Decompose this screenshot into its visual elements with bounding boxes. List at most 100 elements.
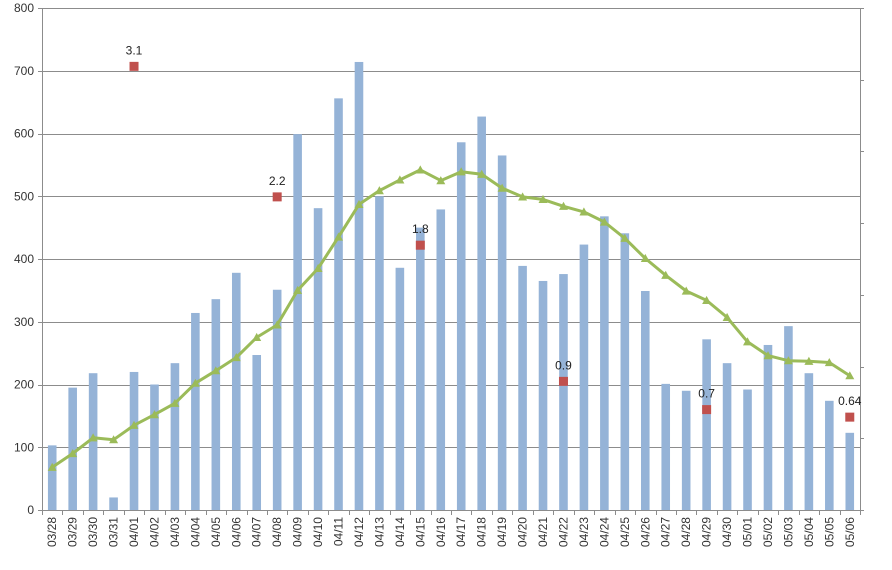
bar	[313, 208, 323, 511]
bar	[293, 134, 302, 510]
x-tick-label: 04/27	[659, 517, 673, 547]
data-label: 2.2	[269, 174, 286, 188]
bar	[436, 209, 446, 511]
line-point-marker	[620, 233, 630, 242]
x-tick-label: 04/17	[454, 517, 468, 547]
line-point-marker	[640, 253, 650, 262]
bar	[170, 363, 180, 510]
line-point-marker	[763, 351, 773, 360]
line-point-marker	[374, 186, 384, 195]
line-point-marker	[170, 398, 180, 407]
line-point-marker	[109, 435, 119, 444]
bar	[702, 339, 711, 510]
scatter-point	[129, 61, 139, 71]
scatter-point	[415, 240, 425, 250]
bar	[231, 272, 241, 510]
bar	[681, 390, 691, 510]
bar	[252, 355, 262, 510]
data-label: 0.64	[838, 394, 862, 408]
bar	[784, 326, 793, 510]
x-tick-label: 04/12	[352, 517, 366, 547]
line-point-marker	[681, 286, 691, 295]
bar	[416, 227, 425, 510]
data-label: 3.1	[126, 43, 143, 57]
y-tick-label: 400	[14, 252, 34, 266]
line-point-marker	[599, 217, 609, 226]
x-tick-label: 04/11	[332, 517, 346, 546]
bar	[47, 445, 57, 510]
bar	[191, 312, 200, 510]
bar	[497, 155, 507, 510]
bar	[620, 233, 630, 510]
line-point-marker	[334, 232, 343, 241]
line-point-marker	[231, 353, 241, 362]
line-point-marker	[395, 175, 405, 184]
y-tick-label: 700	[14, 64, 34, 78]
line-point-marker	[538, 194, 548, 203]
x-tick-label: 04/26	[638, 517, 652, 547]
bar	[334, 98, 343, 511]
line-point-marker	[845, 371, 855, 380]
bar	[804, 373, 814, 510]
x-tick-label: 05/06	[843, 517, 857, 547]
line-series	[47, 165, 855, 471]
y-tick-label: 800	[14, 1, 34, 15]
bar	[579, 244, 589, 510]
x-tick-label: 03/28	[45, 517, 59, 547]
x-tick-label: 04/28	[679, 517, 693, 547]
line-point-marker	[743, 337, 752, 346]
x-tick-label: 04/07	[250, 517, 264, 547]
bar	[477, 116, 486, 511]
x-tick-label: 03/30	[86, 517, 100, 547]
bar	[68, 387, 77, 510]
y-axis-tick-labels: 0 100 200 300 400 500 600 700 800	[14, 1, 34, 517]
line-point-marker	[293, 285, 303, 294]
line-point-marker	[804, 356, 814, 365]
bar	[825, 400, 834, 510]
bar	[88, 373, 98, 510]
line-point-marker	[456, 167, 466, 176]
x-tick-label: 04/24	[597, 517, 611, 547]
bar	[722, 363, 732, 510]
line-point-marker	[518, 192, 528, 201]
bar	[375, 196, 384, 510]
x-tick-label: 04/21	[536, 517, 550, 547]
x-tick-label: 03/31	[107, 517, 121, 547]
line-point-marker	[415, 165, 425, 174]
bar	[150, 384, 159, 510]
bar	[743, 389, 752, 510]
x-tick-label: 05/02	[761, 517, 775, 547]
line-point-marker	[88, 433, 98, 442]
bar-series	[47, 61, 855, 511]
bar	[518, 265, 527, 510]
bar	[395, 267, 405, 510]
x-tick-label: 05/05	[822, 517, 836, 547]
x-tick-label: 04/29	[700, 517, 714, 547]
x-tick-label: 04/15	[413, 517, 427, 547]
line-point-marker	[661, 270, 671, 279]
line-point-marker	[211, 366, 221, 375]
x-tick-label: 04/16	[434, 517, 448, 547]
line-point-marker	[354, 199, 364, 208]
x-tick-label: 04/08	[270, 517, 284, 547]
line-point-marker	[252, 332, 262, 341]
bar	[109, 497, 118, 510]
line-point-marker	[559, 201, 568, 210]
line-point-marker	[313, 263, 323, 272]
y-tick-label: 500	[14, 189, 34, 203]
x-tick-label: 04/04	[188, 517, 202, 547]
x-tick-label: 04/20	[516, 517, 530, 547]
x-tick-label: 03/29	[66, 517, 80, 547]
line-point-marker	[272, 320, 282, 329]
x-tick-label: 04/23	[577, 517, 591, 547]
y-tick-label: 300	[14, 315, 34, 329]
y-tick-label: 600	[14, 127, 34, 141]
line-point-marker	[783, 356, 793, 365]
bar	[456, 142, 466, 510]
bar	[272, 289, 282, 510]
x-tick-label: 04/10	[311, 517, 325, 547]
y-tick-label: 100	[14, 440, 34, 454]
x-tick-label: 05/01	[741, 517, 755, 547]
x-tick-label: 04/05	[209, 517, 223, 547]
